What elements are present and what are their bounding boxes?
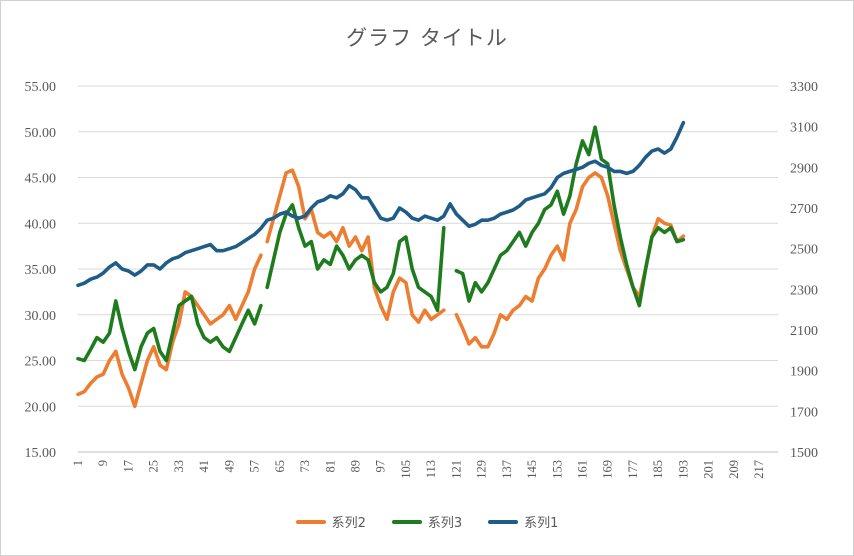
legend-swatch bbox=[391, 519, 422, 524]
x-tick-label: 217 bbox=[752, 460, 766, 479]
y-left-tick-label: 45.00 bbox=[25, 172, 57, 187]
x-tick-label: 57 bbox=[248, 460, 262, 473]
x-tick-label: 113 bbox=[424, 460, 438, 478]
x-tick-label: 89 bbox=[348, 460, 362, 473]
x-tick-label: 137 bbox=[500, 460, 514, 479]
x-tick-label: 25 bbox=[147, 460, 161, 473]
y-right-tick-label: 1700 bbox=[790, 405, 818, 420]
x-tick-label: 129 bbox=[475, 460, 489, 479]
legend-item: 系列2 bbox=[295, 512, 366, 531]
x-tick-label: 121 bbox=[449, 460, 463, 479]
legend-item: 系列1 bbox=[488, 512, 558, 531]
x-tick-label: 65 bbox=[273, 460, 287, 473]
y-left-tick-label: 15.00 bbox=[25, 446, 57, 461]
y-right-tick-label: 2900 bbox=[790, 161, 818, 176]
x-tick-label: 73 bbox=[298, 460, 312, 473]
legend-label: 系列2 bbox=[331, 516, 366, 531]
y-right-tick-label: 2500 bbox=[790, 243, 818, 258]
x-tick-label: 153 bbox=[550, 460, 564, 479]
y-right-tick-label: 2700 bbox=[790, 202, 818, 217]
legend-item: 系列3 bbox=[391, 512, 463, 531]
series-line-系列3 bbox=[76, 125, 686, 372]
y-right-tick-label: 3300 bbox=[790, 80, 818, 95]
legend-label: 系列3 bbox=[427, 516, 463, 531]
y-right-tick-label: 2300 bbox=[790, 283, 818, 298]
legend-swatch bbox=[295, 519, 326, 524]
x-tick-label: 169 bbox=[601, 460, 615, 479]
legend: 系列2 系列3 系列1 bbox=[0, 512, 854, 531]
x-tick-label: 9 bbox=[96, 460, 110, 466]
x-tick-label: 193 bbox=[676, 460, 690, 479]
y-left-tick-label: 35.00 bbox=[25, 263, 57, 278]
x-tick-label: 209 bbox=[727, 460, 741, 479]
chart-title: グラフ タイトル bbox=[346, 26, 508, 50]
y-left-tick-label: 55.00 bbox=[25, 80, 57, 95]
x-tick-label: 97 bbox=[374, 460, 388, 473]
x-tick-label: 41 bbox=[197, 460, 211, 473]
y-left-tick-label: 30.00 bbox=[25, 309, 57, 324]
x-tick-label: 81 bbox=[323, 460, 337, 473]
legend-label: 系列1 bbox=[524, 516, 559, 531]
y-right-tick-label: 1500 bbox=[790, 446, 818, 461]
y-left-tick-label: 40.00 bbox=[25, 217, 57, 232]
x-tick-label: 201 bbox=[702, 460, 716, 479]
x-tick-label: 161 bbox=[576, 460, 590, 479]
y-right-tick-label: 2100 bbox=[790, 324, 818, 339]
y-right-tick-label: 3100 bbox=[790, 121, 818, 136]
series-line-系列1 bbox=[76, 120, 686, 288]
x-tick-label: 33 bbox=[172, 460, 186, 473]
x-tick-label: 145 bbox=[525, 460, 539, 479]
y-right-tick-label: 1900 bbox=[790, 365, 818, 380]
series-line-系列2 bbox=[76, 168, 686, 409]
x-tick-label: 177 bbox=[626, 460, 640, 479]
x-tick-label: 17 bbox=[121, 460, 135, 473]
y-left-tick-label: 20.00 bbox=[25, 400, 57, 415]
x-tick-label: 49 bbox=[222, 460, 236, 473]
legend-swatch bbox=[488, 519, 519, 524]
y-left-tick-label: 50.00 bbox=[25, 126, 57, 141]
x-tick-label: 105 bbox=[399, 460, 413, 479]
y-left-tick-label: 25.00 bbox=[25, 355, 57, 370]
x-tick-label: 185 bbox=[651, 460, 665, 479]
x-tick-label: 1 bbox=[71, 460, 85, 466]
